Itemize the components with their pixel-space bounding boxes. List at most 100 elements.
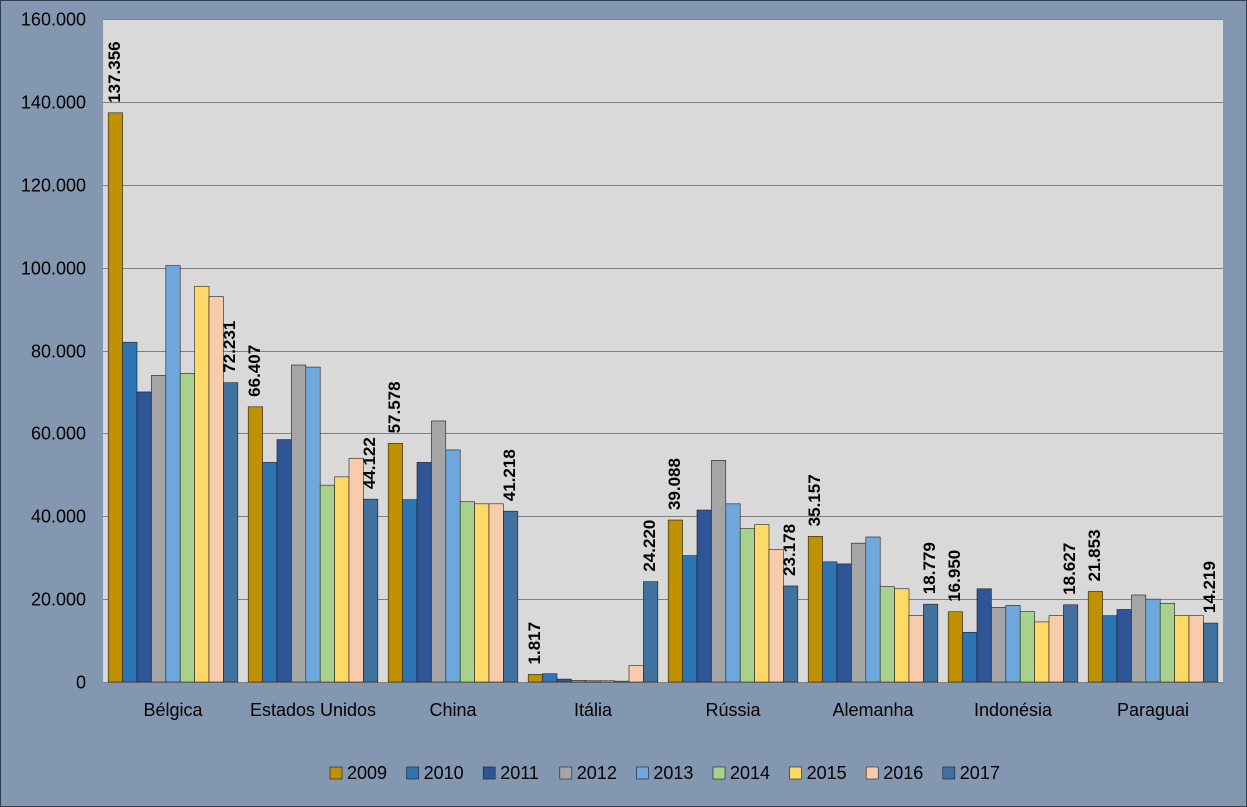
bar-2010-4 (682, 555, 698, 683)
bar-2011-4 (696, 509, 712, 683)
legend-swatch-2016 (865, 766, 879, 780)
bar-2015-3 (614, 680, 630, 683)
bar-2015-5 (894, 588, 910, 683)
bar-2013-2 (445, 449, 461, 683)
bar-2012-0 (151, 375, 167, 683)
x-tick-label: China (429, 700, 477, 720)
legend-label-2009: 2009 (347, 763, 387, 783)
bar-2013-4 (725, 503, 741, 683)
bar-2017-5 (923, 603, 939, 683)
bar-2016-1 (348, 457, 364, 683)
bar-2016-7 (1188, 615, 1204, 683)
data-label-2017-6: 18.627 (1060, 543, 1079, 595)
bar-2009-3 (527, 674, 543, 683)
bar-2011-1 (276, 439, 292, 683)
bar-2014-6 (1019, 611, 1035, 683)
x-tick-label: Estados Unidos (250, 700, 376, 720)
bar-2015-6 (1034, 621, 1050, 683)
y-tick-label: 100.000 (21, 259, 86, 279)
bar-2012-4 (711, 460, 727, 683)
x-tick-label: Paraguai (1117, 700, 1189, 720)
bar-2009-2 (387, 443, 403, 683)
data-label-2009-4: 39.088 (665, 458, 684, 510)
bar-2013-3 (585, 680, 601, 683)
bar-2010-6 (962, 631, 978, 683)
bar-2014-7 (1159, 602, 1175, 683)
legend-swatch-2015 (789, 766, 802, 780)
data-label-2009-1: 66.407 (245, 345, 264, 397)
bar-2012-1 (291, 364, 307, 683)
bar-2012-7 (1131, 594, 1147, 683)
bar-2017-0 (223, 382, 239, 683)
bar-2014-4 (739, 528, 755, 683)
bar-2017-2 (503, 510, 519, 683)
bar-2013-7 (1145, 598, 1161, 683)
bar-2013-1 (305, 366, 321, 683)
bar-2016-6 (1048, 615, 1064, 683)
data-label-2009-5: 35.157 (805, 474, 824, 526)
bar-2017-3 (643, 581, 659, 683)
legend-label-2014: 2014 (730, 763, 770, 783)
bar-2010-1 (262, 462, 278, 683)
bar-2011-7 (1116, 609, 1132, 683)
bar-2015-7 (1174, 615, 1190, 683)
bar-2017-7 (1203, 622, 1219, 683)
y-tick-label: 0 (76, 673, 86, 693)
bar-2011-2 (416, 462, 432, 683)
legend-label-2010: 2010 (424, 763, 464, 783)
x-tick-label: Itália (574, 700, 613, 720)
bar-2009-5 (807, 536, 823, 683)
bar-2010-5 (822, 561, 838, 683)
bar-2011-6 (976, 588, 992, 683)
legend-swatch-2012 (559, 766, 573, 780)
legend-label-2013: 2013 (653, 763, 693, 783)
data-label-2017-4: 23.178 (780, 524, 799, 576)
bar-2013-5 (865, 536, 881, 683)
legend-swatch-2009 (329, 766, 343, 780)
bar-2009-7 (1087, 591, 1103, 683)
legend-label-2011: 2011 (500, 763, 539, 783)
bar-2010-0 (122, 341, 138, 683)
legend-label-2012: 2012 (577, 763, 617, 783)
bar-2017-1 (363, 498, 379, 683)
legend-swatch-2017 (942, 766, 956, 780)
bar-2012-5 (851, 542, 867, 683)
legend-label-2015: 2015 (807, 763, 847, 783)
data-labels: 137.356 72.231 66.407 44.122 57.578 41.218 1.8… (105, 41, 1219, 664)
legend-swatch-2010 (406, 766, 419, 780)
bar-2016-5 (908, 615, 924, 683)
bar-2013-0 (165, 265, 181, 683)
data-label-2017-0: 72.231 (220, 321, 239, 373)
x-tick-label: Indonésia (974, 700, 1053, 720)
y-tick-label: 80.000 (31, 342, 86, 362)
bar-2017-4 (783, 585, 799, 683)
data-label-2017-5: 18.779 (920, 542, 939, 594)
data-label-2017-3: 24.220 (640, 520, 659, 572)
bar-2016-2 (488, 503, 504, 683)
bar-2009-1 (247, 406, 263, 683)
bar-2009-6 (947, 611, 963, 683)
y-tick-label: 20.000 (31, 590, 86, 610)
x-tick-label: Bélgica (143, 700, 203, 720)
bar-2009-4 (667, 519, 683, 683)
data-label-2009-7: 21.853 (1085, 529, 1104, 581)
data-label-2017-7: 14.219 (1200, 561, 1219, 613)
bar-2014-3 (599, 680, 615, 683)
bar-2014-0 (179, 372, 195, 683)
y-tick-label: 160.000 (21, 10, 86, 30)
data-label-2009-6: 16.950 (945, 550, 964, 602)
data-label-2009-3: 1.817 (525, 622, 544, 665)
data-label-2017-1: 44.122 (360, 437, 379, 489)
legend-label-2016: 2016 (883, 763, 923, 783)
x-tick-label: Alemanha (832, 700, 914, 720)
bar-2014-5 (879, 586, 895, 683)
bar-2009-0 (107, 112, 123, 683)
legend: 2009 2010 2011 2012 2013 2014 2015 2016 2017 (329, 763, 1000, 783)
bar-2010-7 (1102, 615, 1118, 683)
data-label-2009-0: 137.356 (105, 41, 124, 102)
bar-2012-6 (991, 607, 1007, 683)
y-tick-label: 60.000 (31, 424, 86, 444)
legend-swatch-2011 (482, 766, 496, 780)
y-tick-label: 120.000 (21, 176, 86, 196)
